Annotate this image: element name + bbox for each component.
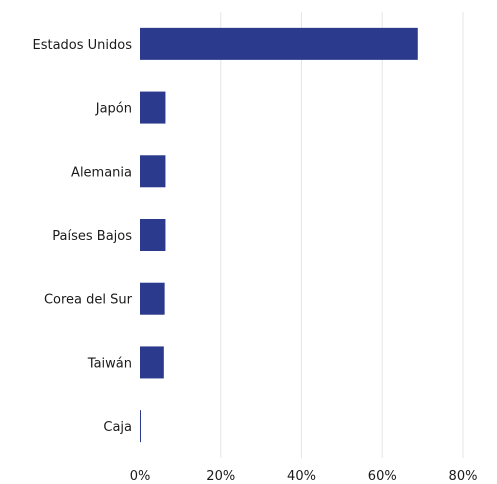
category-label: Caja [103,420,132,435]
x-tick-label: 40% [287,469,316,484]
bar [140,27,418,60]
category-label: Estados Unidos [32,38,132,53]
category-label: Corea del Sur [44,293,133,308]
bar [140,155,166,188]
bar [140,219,166,251]
x-tick-label: 20% [206,469,235,484]
category-label: Japón [95,102,132,117]
category-label: Taiwán [87,356,132,371]
x-axis-ticks: 0% 20% 40% 60% 80% [130,469,478,484]
bar [140,346,164,379]
x-tick-label: 0% [130,469,151,484]
bars [140,27,418,443]
bar [140,282,165,315]
x-tick-label: 60% [368,469,397,484]
bar [140,91,166,124]
category-label: Países Bajos [52,229,132,244]
bar [140,410,141,443]
x-tick-label: 80% [449,469,478,484]
category-label: Alemania [71,165,132,180]
category-labels: Estados Unidos Japón Alemania Países Bajos C… [32,38,132,435]
gridlines [220,12,464,458]
